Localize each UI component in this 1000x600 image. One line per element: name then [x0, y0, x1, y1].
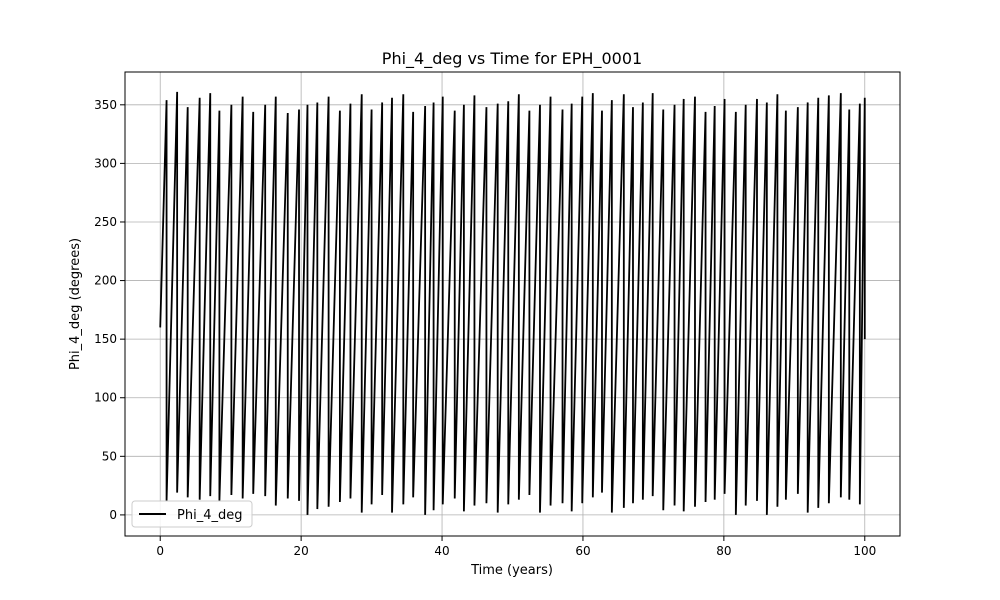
- y-tick-label: 250: [94, 215, 117, 229]
- series-layer: [159, 91, 866, 515]
- x-tick-label: 0: [156, 544, 164, 558]
- y-tick-label: 300: [94, 156, 117, 170]
- plot-area-frame: [124, 71, 901, 537]
- x-tick-label: 80: [716, 544, 731, 558]
- legend: Phi_4_deg: [131, 500, 253, 528]
- chart-title: Phi_4_deg vs Time for EPH_0001: [382, 49, 642, 69]
- y-tick-label: 100: [94, 391, 117, 405]
- y-tick-label: 0: [109, 508, 117, 522]
- x-tick-label: 20: [293, 544, 308, 558]
- y-tick-label: 200: [94, 274, 117, 288]
- y-axis-label: Phi_4_deg (degrees): [68, 238, 83, 370]
- x-tick-label: 100: [853, 544, 876, 558]
- series-line-Phi_4_deg: [159, 91, 866, 515]
- y-axis: 0 50 100 150 200 250 300 350: [94, 98, 125, 522]
- x-axis-label: Time (years): [470, 563, 553, 578]
- legend-label: Phi_4_deg: [177, 508, 242, 523]
- x-tick-label: 40: [434, 544, 449, 558]
- x-tick-label: 60: [575, 544, 590, 558]
- x-axis: 0 20 40 60 80 100: [156, 536, 876, 558]
- y-tick-label: 50: [102, 449, 117, 463]
- y-tick-label: 350: [94, 98, 117, 112]
- legend-box: [131, 500, 253, 528]
- y-tick-label: 150: [94, 332, 117, 346]
